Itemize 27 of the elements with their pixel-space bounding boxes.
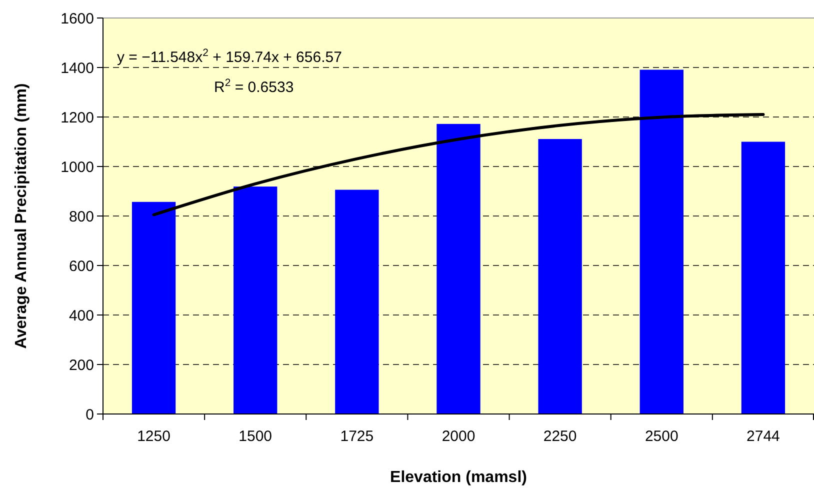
y-tick-label: 1600 [60,10,94,28]
x-tick-label: 1500 [238,428,272,445]
y-tick-label: 1400 [60,60,94,77]
y-tick-label: 400 [68,307,94,324]
bar [436,124,480,414]
y-tick-label: 1200 [60,109,94,126]
bar [741,142,786,414]
y-axis-title: Average Annual Precipitation (mm) [13,83,30,349]
bar [335,190,379,414]
y-tick-label: 600 [68,258,94,275]
annotation: y = −11.548x$^{2}$ + 159.74x + 656.57 [117,47,342,66]
x-tick-label: 2744 [746,428,780,445]
x-tick-label: 1725 [340,428,374,445]
annotation: R$^{2}$ = 0.6533 [214,77,294,96]
bar [538,139,582,414]
bar [132,202,176,414]
y-tick-label: 200 [68,356,94,374]
x-tick-label: 2250 [543,428,577,445]
x-tick-label: 2500 [644,428,678,445]
x-axis-title: Elevation (mamsl) [390,469,527,486]
y-tick-label: 800 [68,208,94,226]
x-tick-label: 1250 [137,428,170,445]
bar [234,186,278,414]
y-tick-label: 1000 [60,158,94,176]
bar [640,70,684,414]
x-tick-label: 2000 [442,428,476,445]
y-tick-label: 0 [86,406,94,424]
